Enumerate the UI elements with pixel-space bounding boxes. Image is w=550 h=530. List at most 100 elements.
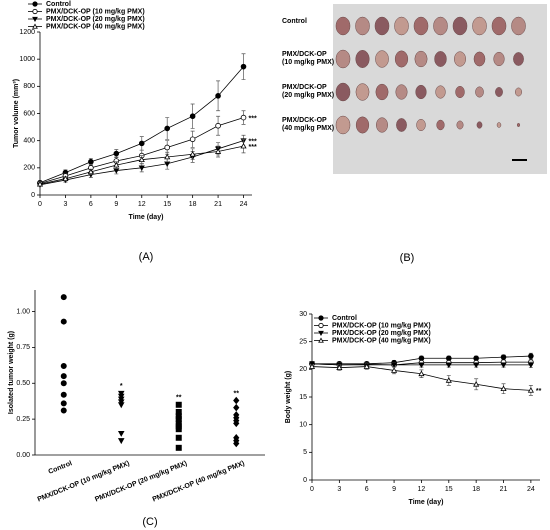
y-tick-label: 0.25 [16, 416, 30, 423]
tumor [413, 16, 429, 36]
tumor [511, 16, 526, 36]
marker [215, 122, 221, 129]
y-tick-label: 600 [23, 110, 35, 117]
marker [117, 438, 125, 445]
tumor [335, 49, 351, 69]
legend-label: PMX/DCK-OP (10 mg/kg PMX) [46, 8, 145, 15]
annotation: *** [249, 115, 257, 122]
marker [528, 353, 534, 359]
tumor [415, 84, 427, 100]
annotation: * [120, 383, 123, 390]
marker [60, 380, 67, 387]
y-tick-label: 400 [23, 138, 35, 145]
marker [363, 363, 370, 369]
y-tick-label: 1.00 [16, 308, 30, 315]
legend-marker [32, 16, 38, 23]
marker [189, 113, 196, 120]
y-tick-label: 0 [303, 477, 307, 484]
marker [336, 364, 343, 370]
y-tick-label: 5 [303, 449, 307, 456]
photo-label: PMX/DCK-OP (40 mg/kg PMX) [282, 117, 334, 132]
legend-label: Control [46, 1, 71, 8]
marker [240, 63, 247, 70]
tumor [375, 50, 389, 68]
tumor [455, 85, 465, 99]
annotation: *** [249, 139, 257, 146]
marker [175, 401, 182, 408]
y-tick-label: 1200 [19, 29, 35, 36]
legend-label: PMX/DCK-OP (20 mg/kg PMX) [332, 330, 431, 337]
tumor [434, 51, 447, 67]
tumor [515, 87, 522, 97]
legend-marker [318, 337, 324, 343]
marker [164, 144, 171, 151]
x-tick-label: 21 [214, 201, 222, 208]
tumor [375, 83, 389, 101]
x-axis-label: Time (day) [409, 499, 444, 506]
tumor [416, 118, 426, 132]
x-tick-label: 12 [138, 201, 146, 208]
tumor [355, 50, 370, 68]
legend-marker [318, 330, 324, 337]
x-tick-label: 12 [418, 486, 426, 493]
marker [175, 434, 182, 441]
marker [240, 142, 247, 149]
y-tick-label: 800 [23, 83, 35, 90]
marker [233, 439, 240, 448]
legend-marker [32, 8, 38, 15]
tumor [476, 121, 483, 129]
annotation: *** [249, 144, 257, 151]
x-tick-label: 18 [472, 486, 480, 493]
marker [60, 373, 67, 380]
tumor [395, 84, 408, 100]
tumor [335, 16, 351, 36]
marker [117, 399, 125, 406]
marker [138, 140, 145, 147]
x-tick-label: 3 [337, 486, 341, 493]
marker [60, 318, 67, 325]
y-tick-label: 15 [299, 394, 307, 401]
marker [308, 363, 316, 369]
marker [117, 430, 125, 437]
marker [445, 377, 452, 383]
y-axis-label: Tumor volume (mm³) [13, 79, 20, 148]
marker [445, 362, 452, 369]
legend-label: PMX/DCK-OP (40 mg/kg PMX) [46, 23, 145, 30]
x-tick-label: 15 [163, 201, 171, 208]
y-tick-label: 200 [23, 165, 35, 172]
tumor [495, 87, 503, 97]
marker [164, 125, 171, 132]
marker [60, 407, 67, 414]
y-axis-label: Isolated tumor weight (g) [8, 331, 15, 414]
marker [233, 403, 240, 412]
legend-label: PMX/DCK-OP (10 mg/kg PMX) [332, 322, 431, 329]
marker [113, 150, 120, 157]
marker [36, 180, 44, 187]
marker [117, 402, 125, 409]
marker [138, 156, 145, 163]
tumor [496, 122, 502, 128]
x-tick-label: 21 [500, 486, 508, 493]
marker [215, 148, 222, 154]
legend-marker [318, 322, 324, 329]
marker [240, 114, 247, 121]
marker [233, 396, 240, 405]
tumor [335, 115, 351, 135]
photo-label: Control [282, 18, 307, 25]
tumor [433, 16, 448, 36]
tumor [394, 50, 409, 68]
tumor [436, 119, 445, 131]
tumor [374, 16, 390, 36]
marker [215, 93, 221, 99]
tumor [491, 16, 507, 36]
tumor [414, 50, 428, 68]
marker [391, 367, 398, 373]
legend-marker [32, 23, 38, 29]
tumor [452, 16, 468, 36]
marker [62, 175, 69, 182]
y-tick-label: 20 [299, 366, 307, 373]
marker [117, 396, 125, 403]
tumor [355, 83, 370, 101]
tumor [435, 85, 446, 99]
annotation: ** [536, 388, 542, 395]
